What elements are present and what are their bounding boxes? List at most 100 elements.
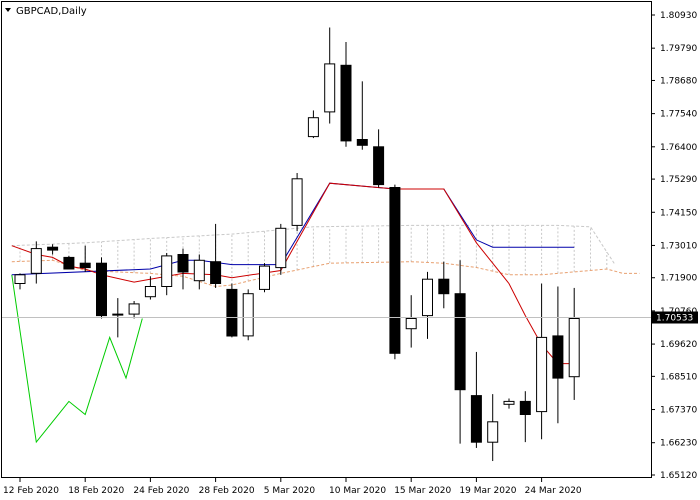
candle-body-bull	[503, 400, 515, 405]
candle-body-bear	[96, 262, 107, 317]
candle-body-bear	[373, 146, 385, 186]
candle[interactable]	[568, 287, 580, 400]
candle-body-bear	[552, 335, 564, 379]
candle[interactable]	[226, 283, 238, 338]
candle[interactable]	[275, 223, 287, 275]
candle-body-bear	[470, 395, 482, 443]
candle[interactable]	[389, 184, 401, 360]
x-tick-label: 28 Feb 2020	[199, 486, 255, 496]
current-price-label: 1.70533	[656, 314, 693, 324]
candle-body-bear	[389, 187, 401, 354]
candle-body-bull	[193, 259, 205, 282]
symbol-timeframe-label: GBPCAD,Daily	[16, 6, 87, 17]
candle-body-bear	[454, 293, 466, 391]
candle-body-bear	[226, 288, 238, 337]
x-tick-label: 12 Feb 2020	[3, 486, 59, 496]
y-tick-label: 1.74150	[660, 208, 697, 218]
y-tick-label: 1.66230	[660, 439, 697, 449]
candle-body-bear	[63, 256, 75, 270]
x-tick-label: 15 Mar 2020	[394, 486, 451, 496]
candle[interactable]	[30, 241, 42, 284]
candle-body-bear	[79, 262, 91, 269]
candle-body-bull	[568, 318, 580, 378]
candle[interactable]	[177, 248, 189, 290]
candle-body-bear	[438, 278, 450, 295]
candle[interactable]	[340, 42, 352, 147]
candle[interactable]	[14, 273, 26, 290]
y-tick-label: 1.76400	[660, 143, 697, 153]
candle-body-bull	[259, 265, 270, 290]
candle-body-bear	[356, 139, 368, 146]
candle-body-bear	[47, 246, 59, 251]
candle[interactable]	[259, 263, 270, 293]
y-tick-label: 1.71900	[660, 274, 697, 284]
candle[interactable]	[96, 257, 107, 319]
candle[interactable]	[422, 271, 433, 339]
plot-frame	[1, 1, 652, 478]
candle[interactable]	[454, 260, 466, 444]
candle[interactable]	[324, 27, 336, 124]
y-tick-label: 1.75290	[660, 175, 697, 185]
candle[interactable]	[128, 301, 140, 319]
candle[interactable]	[79, 245, 91, 272]
y-tick-label: 1.67370	[660, 406, 697, 416]
candle-body-bull	[536, 336, 548, 413]
x-tick-label: 10 Mar 2020	[329, 486, 386, 496]
x-tick-label: 5 Mar 2020	[264, 486, 316, 496]
triangle-down-icon[interactable]	[5, 8, 11, 12]
candle[interactable]	[373, 129, 385, 188]
y-tick-label: 1.65120	[660, 471, 697, 481]
candle[interactable]	[519, 391, 531, 443]
y-tick-label: 1.80930	[660, 11, 697, 21]
candle-body-bull	[161, 255, 173, 287]
candle[interactable]	[503, 398, 515, 409]
candle-body-bull	[422, 278, 433, 317]
chart-title[interactable]: GBPCAD,Daily	[5, 6, 87, 17]
candle[interactable]	[63, 255, 75, 270]
candle-body-bear	[177, 254, 189, 273]
y-tick-label: 1.68510	[660, 372, 697, 382]
candle-body-bull	[405, 318, 417, 330]
candle[interactable]	[291, 172, 303, 232]
y-tick-label: 1.77540	[660, 110, 697, 120]
candle[interactable]	[552, 286, 564, 424]
candle-body-bull	[128, 303, 140, 315]
candle-body-bear	[210, 261, 222, 285]
x-tick-label: 24 Mar 2020	[525, 486, 582, 496]
candle-body-bull	[242, 293, 254, 337]
candlestick-series[interactable]	[14, 27, 580, 462]
candle-body-bear	[340, 64, 352, 142]
x-tick-label: 18 Feb 2020	[68, 486, 124, 496]
candle-body-bull	[144, 286, 156, 298]
candle-body-bull	[112, 313, 124, 316]
candle[interactable]	[470, 351, 482, 448]
candle-body-bull	[324, 63, 336, 113]
candle-body-bull	[487, 421, 499, 443]
candle[interactable]	[356, 81, 368, 150]
candle[interactable]	[536, 283, 548, 440]
candle-body-bull	[307, 117, 319, 138]
candle-body-bull	[275, 227, 287, 269]
price-axis[interactable]: 1.80930 1.79790 1.78680 1.77540 1.76400 1.752…	[651, 11, 697, 481]
current-price-tag: 1.70533	[652, 311, 698, 324]
candle[interactable]	[487, 394, 499, 462]
candle[interactable]	[405, 295, 417, 348]
x-tick-label: 24 Feb 2020	[133, 486, 189, 496]
candle-body-bull	[14, 274, 26, 284]
candle[interactable]	[161, 253, 173, 296]
candle[interactable]	[438, 261, 450, 309]
candle[interactable]	[242, 289, 254, 341]
x-tick-label: 19 Mar 2020	[459, 486, 516, 496]
candle[interactable]	[193, 254, 205, 290]
candle[interactable]	[307, 110, 319, 139]
chikou-span-line	[11, 274, 143, 444]
candle[interactable]	[47, 244, 59, 255]
y-tick-label: 1.79790	[660, 44, 697, 54]
y-tick-label: 1.78680	[660, 76, 697, 86]
candle[interactable]	[210, 223, 222, 288]
time-axis[interactable]: 12 Feb 2020 18 Feb 2020 24 Feb 2020 28 Feb …	[3, 478, 582, 496]
y-tick-label: 1.69620	[660, 340, 697, 350]
senkou-span-b-line	[11, 224, 616, 265]
candle[interactable]	[144, 276, 156, 300]
